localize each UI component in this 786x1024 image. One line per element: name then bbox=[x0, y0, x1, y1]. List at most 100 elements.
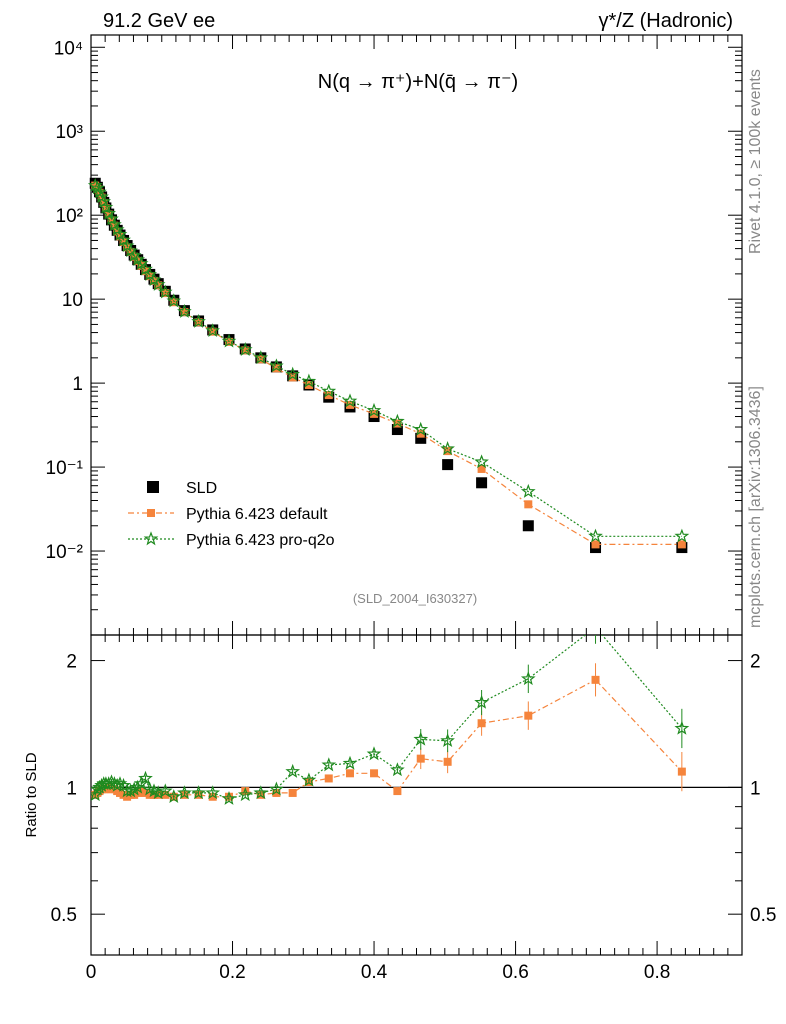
ratio-point bbox=[370, 769, 379, 778]
data-point bbox=[345, 400, 354, 409]
data-point bbox=[191, 313, 206, 328]
data-point bbox=[112, 226, 128, 241]
series-line bbox=[94, 185, 682, 546]
legend: SLD Pythia 6.423 default Pythia 6.423 pr… bbox=[128, 480, 335, 549]
ratio-y-tick-label: 0.5 bbox=[51, 905, 77, 926]
ratio-point bbox=[591, 675, 600, 684]
main-y-tick-label: 10 bbox=[62, 290, 83, 311]
data-point bbox=[208, 327, 217, 336]
data-point bbox=[169, 298, 178, 307]
ratio-point bbox=[269, 781, 284, 796]
data-point bbox=[476, 477, 488, 489]
legend-marker-sld bbox=[147, 481, 159, 493]
main-y-tick-label: 10³ bbox=[56, 122, 83, 143]
data-point bbox=[98, 199, 114, 214]
data-point bbox=[123, 243, 132, 252]
ratio-point bbox=[474, 694, 489, 709]
data-point bbox=[106, 216, 122, 232]
data-point bbox=[177, 303, 192, 318]
data-point bbox=[285, 366, 301, 381]
data-point bbox=[477, 464, 486, 473]
series-pythia-6-423-pro-q2o bbox=[87, 177, 690, 543]
ratio-point bbox=[390, 762, 405, 777]
ratio-point bbox=[157, 783, 173, 798]
data-point bbox=[342, 393, 358, 408]
data-point bbox=[116, 232, 131, 247]
ratio-point bbox=[141, 788, 150, 797]
data-point bbox=[366, 402, 382, 417]
data-point bbox=[130, 252, 139, 261]
ratio-point bbox=[221, 790, 237, 805]
ratio-point bbox=[677, 767, 686, 776]
ratio-point bbox=[590, 621, 601, 632]
ratio-point bbox=[393, 787, 402, 796]
ratio-point bbox=[146, 783, 162, 798]
data-point bbox=[166, 293, 182, 308]
ratio-point bbox=[191, 785, 206, 800]
data-point bbox=[87, 177, 103, 192]
ratio-point bbox=[142, 781, 158, 796]
data-point bbox=[149, 276, 158, 285]
data-point bbox=[99, 198, 108, 207]
data-point bbox=[390, 413, 405, 428]
ratio-y-tick-label-right: 1 bbox=[750, 778, 761, 799]
data-point bbox=[416, 429, 425, 438]
ratio-point bbox=[443, 757, 452, 766]
ratio-point bbox=[416, 754, 425, 763]
ratio-point bbox=[145, 790, 154, 799]
ratio-point bbox=[366, 746, 382, 761]
ratio-series-pythia-6-423-default bbox=[91, 663, 686, 801]
ratio-point bbox=[241, 787, 250, 796]
ratio-x-tick-label: 0.2 bbox=[219, 962, 245, 983]
data-point bbox=[113, 227, 122, 236]
mcplots-label: mcplots.cern.ch [arXiv:1306.3436] bbox=[747, 386, 764, 628]
ratio-point bbox=[321, 757, 337, 772]
ratio-point bbox=[130, 779, 145, 794]
ratio-point bbox=[324, 774, 333, 783]
data-point bbox=[256, 355, 265, 364]
data-point bbox=[221, 333, 237, 348]
data-point bbox=[253, 350, 269, 365]
ratio-y-axis-label: Ratio to SLD bbox=[23, 752, 40, 837]
legend-label-sld: SLD bbox=[186, 480, 217, 497]
ratio-point bbox=[288, 788, 297, 797]
data-point bbox=[237, 341, 253, 357]
data-point bbox=[304, 380, 313, 389]
ratio-line bbox=[94, 635, 683, 800]
data-point bbox=[126, 247, 135, 256]
ratio-point bbox=[237, 787, 253, 802]
series-sld bbox=[89, 177, 688, 554]
ratio-point bbox=[166, 789, 182, 803]
ratio-point bbox=[477, 719, 486, 728]
data-point bbox=[522, 520, 534, 532]
legend-marker-proq2o bbox=[143, 531, 159, 546]
data-point bbox=[145, 272, 154, 281]
data-point bbox=[442, 459, 454, 471]
data-point bbox=[104, 211, 119, 226]
ratio-plot-panel: 0.5 0.5 1 1 2 2 0 0.2 0.4 0.6 0.8 Ratio to SLD bbox=[23, 621, 776, 983]
ratio-point bbox=[272, 788, 281, 797]
ratio-point bbox=[116, 777, 131, 792]
ratio-point bbox=[413, 731, 429, 746]
data-point bbox=[107, 216, 116, 225]
main-y-tick-label: 10⁻¹ bbox=[46, 458, 84, 479]
ratio-y-tick-label: 2 bbox=[66, 652, 77, 673]
ratio-point bbox=[208, 792, 217, 801]
ratio-point bbox=[253, 785, 269, 800]
rivet-version-label: Rivet 4.1.0, ≥ 100k events bbox=[747, 69, 764, 254]
data-point bbox=[391, 424, 403, 436]
ratio-x-tick-label: 0.8 bbox=[644, 962, 670, 983]
series-pythia-6-423-default bbox=[91, 181, 686, 549]
main-plot-panel: N(q → π⁺)+N(q̄ → π⁻) (SLD_2004_I630327) … bbox=[46, 34, 743, 636]
ratio-x-tick-label: 0 bbox=[86, 962, 97, 983]
data-point bbox=[520, 483, 536, 498]
data-point bbox=[141, 267, 150, 276]
data-point bbox=[440, 441, 455, 456]
series-line bbox=[94, 185, 682, 537]
ratio-point bbox=[345, 769, 354, 778]
main-y-tick-label: 10⁴ bbox=[54, 38, 83, 59]
legend-marker-default bbox=[147, 509, 155, 517]
ratio-point bbox=[524, 711, 533, 720]
data-point bbox=[413, 421, 429, 436]
